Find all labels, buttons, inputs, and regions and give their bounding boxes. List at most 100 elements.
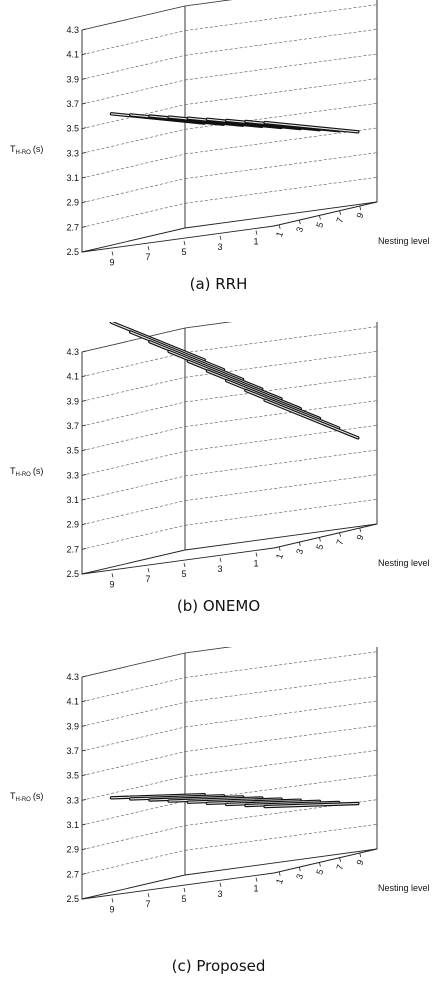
z-gridline-right — [184, 474, 378, 501]
z-tick-label: 4.3 — [66, 672, 79, 682]
z-gridline-right — [184, 676, 378, 703]
z-gridline-left — [81, 751, 186, 776]
series-line-nesting-2 — [130, 331, 224, 371]
hops-tick — [147, 568, 150, 573]
z-tick-label: 3.9 — [66, 721, 79, 731]
z-tick — [81, 127, 87, 130]
hops-tick-label: 1 — [253, 884, 258, 894]
hops-tick — [255, 230, 258, 235]
series-line-nesting-6 — [206, 370, 301, 410]
series-line-nesting-7 — [226, 800, 320, 805]
nesting-tick — [278, 224, 281, 229]
z-tick-label: 2.9 — [66, 845, 79, 855]
z-tick-label: 3.5 — [66, 771, 79, 781]
z-tick-label: 4.3 — [66, 25, 79, 35]
z-tick-label: 3.3 — [66, 795, 79, 805]
series-line-nesting-1 — [110, 794, 205, 799]
nesting-tick — [319, 215, 321, 220]
z-gridline-left — [81, 825, 186, 850]
series-line-nesting-4 — [168, 797, 263, 802]
z-tick — [81, 375, 87, 378]
nesting-tick — [339, 210, 341, 215]
z-gridline-left — [81, 677, 186, 702]
z-tick-label: 2.9 — [66, 520, 79, 530]
z-gridline-right — [184, 152, 378, 179]
z-tick — [81, 473, 87, 476]
z-tick — [81, 350, 87, 353]
hops-tick-label: 9 — [109, 579, 114, 589]
z-gridline-left — [81, 178, 186, 203]
hops-tick-label: 1 — [253, 559, 258, 569]
nesting-tick — [298, 867, 301, 872]
z-gridline-right — [184, 750, 378, 777]
hops-tick — [147, 893, 150, 898]
z-tick — [81, 102, 87, 105]
z-tick-label: 3.5 — [66, 124, 79, 134]
z-gridline-left — [81, 726, 186, 752]
hops-tick — [219, 235, 222, 240]
nesting-tick-label: 3 — [294, 873, 305, 881]
z-gridline-left — [81, 153, 186, 179]
right-wall-top-edge — [184, 0, 233, 7]
z-tick — [81, 498, 87, 501]
z-tick — [81, 399, 87, 402]
nesting-tick-label: 7 — [334, 538, 345, 546]
z-tick — [81, 77, 87, 80]
z-tick-label: 4.3 — [66, 347, 79, 357]
series-line-nesting-6 — [206, 799, 301, 804]
hops-tick-label: 7 — [145, 574, 150, 584]
z-gridline-left — [81, 525, 186, 550]
hops-tick — [183, 562, 186, 568]
series-line-nesting-7 — [226, 380, 320, 419]
z-gridline-right — [184, 651, 378, 678]
nesting-tick-label: 1 — [274, 877, 285, 885]
z-gridline-right — [184, 4, 378, 31]
z-gridline-left — [81, 55, 186, 80]
hops-tick-label: 5 — [181, 247, 186, 257]
z-tick-label: 3.3 — [66, 470, 79, 480]
z-tick-label: 2.9 — [66, 198, 79, 208]
z-gridline-right — [184, 53, 378, 81]
nesting-tick-label: 9 — [355, 859, 366, 867]
z-gridline-left — [81, 401, 186, 427]
z-tick — [81, 547, 87, 550]
nesting-tick-label: 7 — [334, 863, 345, 871]
z-gridline-left — [81, 850, 186, 875]
z-tick — [81, 724, 87, 727]
hops-tick — [111, 898, 114, 903]
nesting-axis-label: Nesting level — [378, 236, 430, 246]
hops-tick — [147, 246, 150, 251]
z-tick — [81, 176, 87, 179]
z-gridline-right — [184, 127, 378, 155]
nesting-tick — [359, 527, 362, 533]
hops-tick — [219, 882, 222, 887]
nesting-tick-label: 1 — [274, 230, 285, 238]
nesting-tick-label: 9 — [355, 212, 366, 220]
z-tick — [81, 700, 87, 703]
z-axis-label: TH-RO (s) — [10, 791, 43, 803]
z-tick-label: 4.1 — [66, 697, 79, 707]
z-gridline-right — [184, 322, 232, 329]
z-gridline-left — [81, 129, 186, 154]
z-gridline-left — [81, 30, 186, 55]
hops-tick — [255, 877, 258, 882]
z-tick-label: 4.1 — [66, 372, 79, 382]
z-gridline-right — [184, 499, 378, 526]
z-tick-label: 3.7 — [66, 99, 79, 109]
z-tick — [81, 151, 87, 154]
nesting-axis-label: Nesting level — [378, 558, 430, 568]
z-gridline-left — [81, 79, 186, 105]
hops-tick — [255, 552, 258, 557]
series-line-nesting-9 — [264, 802, 359, 808]
z-tick-label: 3.3 — [66, 148, 79, 158]
hops-tick — [183, 887, 186, 893]
nesting-tick-label: 5 — [314, 221, 325, 229]
z-tick — [81, 53, 87, 56]
z-gridline-left — [81, 451, 186, 476]
nesting-tick — [359, 205, 362, 211]
z-gridline-right — [184, 375, 378, 403]
chart-panel-onemo: 2.5 2.7 2.9 3.1 3.3 3.5 3.7 3.9 4.1 4.3 9 7 5 3 1 1 3 5 7 9… — [10, 322, 430, 589]
z-gridline-left — [81, 800, 186, 826]
nesting-tick-label: 3 — [294, 548, 305, 556]
